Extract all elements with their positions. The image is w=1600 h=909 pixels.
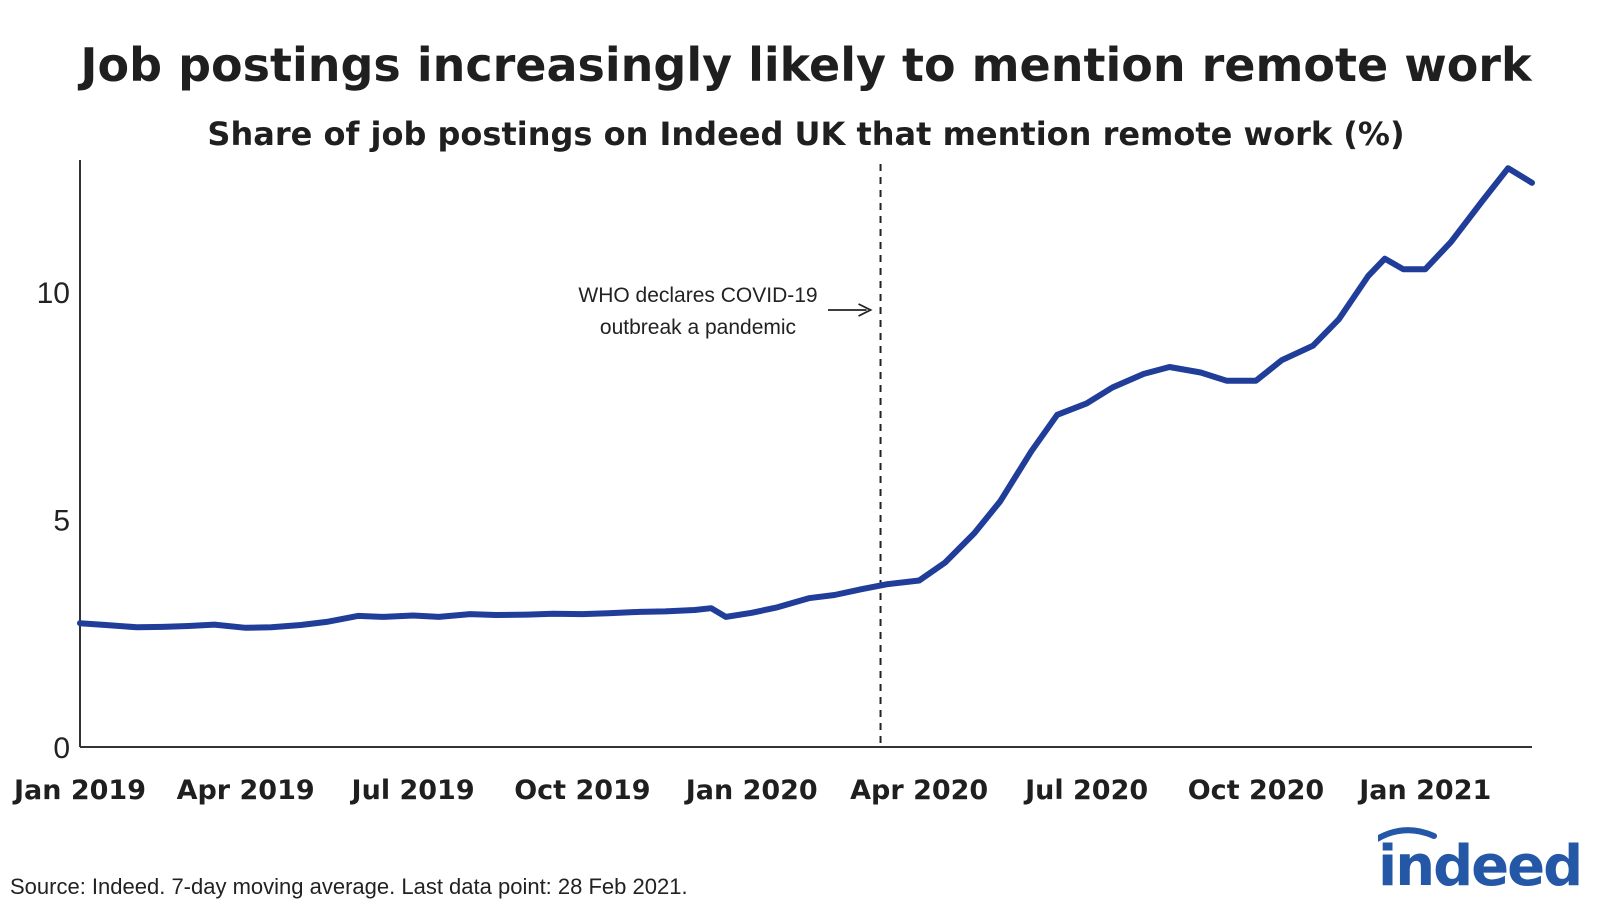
x-tick-label: Jul 2019	[350, 775, 475, 806]
indeed-logo[interactable]: indeed	[1378, 826, 1583, 906]
y-tick-label: 5	[53, 504, 70, 537]
x-tick-label: Jan 2020	[684, 775, 818, 806]
x-tick-label: Jan 2021	[1357, 775, 1491, 806]
y-tick-label: 10	[37, 277, 70, 310]
indeed-logo-text: indeed	[1378, 834, 1583, 899]
chart-subtitle: Share of job postings on Indeed UK that …	[207, 115, 1405, 153]
annotation-arrow-head-icon	[858, 303, 873, 317]
x-tick-label: Oct 2020	[1188, 775, 1324, 806]
x-tick-label: Jul 2020	[1023, 775, 1148, 806]
x-tick-label: Oct 2019	[514, 775, 650, 806]
remote-work-share-line	[77, 165, 1535, 631]
source-note: Source: Indeed. 7-day moving average. La…	[10, 874, 688, 899]
annotation-text: WHO declares COVID-19	[578, 284, 817, 307]
chart-title: Job postings increasingly likely to ment…	[80, 38, 1532, 92]
x-tick-label: Jan 2019	[12, 775, 146, 806]
x-tick-label: Apr 2020	[850, 775, 988, 806]
y-tick-label: 0	[53, 732, 70, 765]
x-tick-label: Apr 2019	[177, 775, 315, 806]
indeed-logo-arc-icon	[1378, 827, 1437, 842]
annotation-text: outbreak a pandemic	[600, 316, 796, 339]
